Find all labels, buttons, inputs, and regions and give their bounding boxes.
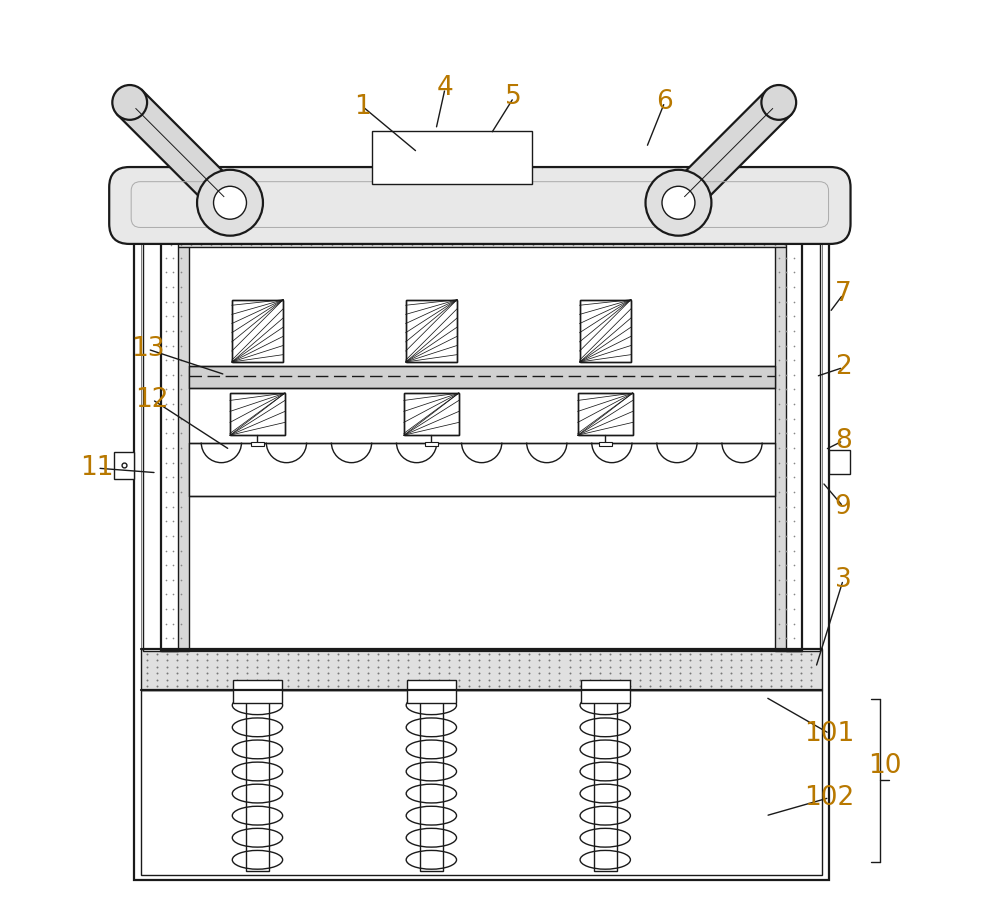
Text: 2: 2 [835,354,852,380]
Bar [420,694,443,871]
Bar [594,694,617,871]
Bar [161,230,802,651]
Circle shape [646,170,711,236]
Text: 3: 3 [835,566,852,593]
Text: 5: 5 [505,84,522,110]
Bar [372,131,532,185]
Bar [829,450,850,474]
Bar [580,300,631,362]
FancyBboxPatch shape [109,167,851,244]
Text: 101: 101 [804,721,855,746]
Bar [232,300,283,362]
Bar [161,230,802,247]
Bar [246,694,269,871]
Bar [578,393,633,435]
Text: 1: 1 [354,94,371,119]
Bar [189,365,775,387]
Bar [581,680,630,703]
Polygon shape [666,90,791,215]
Bar [404,393,459,435]
Circle shape [112,85,147,120]
Bar [230,393,285,435]
Bar [775,230,802,651]
Bar [141,192,822,873]
Bar [599,442,612,446]
Bar [141,689,822,876]
Text: 11: 11 [81,455,114,481]
Bar [143,230,178,651]
Bar [406,300,457,362]
Text: 13: 13 [131,336,164,363]
Circle shape [761,85,796,120]
Polygon shape [117,90,242,215]
Text: 10: 10 [868,753,901,778]
Bar [404,393,459,435]
Bar [114,452,134,479]
Bar [233,680,282,703]
Circle shape [197,170,263,236]
Text: 6: 6 [656,89,673,115]
Text: 7: 7 [835,281,852,308]
Text: 9: 9 [835,494,852,520]
Text: 4: 4 [437,75,453,101]
Circle shape [662,186,695,219]
Bar [407,680,456,703]
Bar [230,393,285,435]
Bar [141,649,822,689]
Bar [189,442,775,496]
Bar [251,442,264,446]
Text: 8: 8 [835,428,852,453]
Bar [161,230,189,651]
Bar [786,230,820,651]
Bar [134,185,829,880]
Text: 102: 102 [804,785,855,811]
Bar [580,300,631,362]
Bar [425,442,438,446]
Bar [189,247,775,651]
Circle shape [214,186,246,219]
Text: 12: 12 [135,386,169,412]
Bar [406,300,457,362]
Bar [578,393,633,435]
Bar [232,300,283,362]
